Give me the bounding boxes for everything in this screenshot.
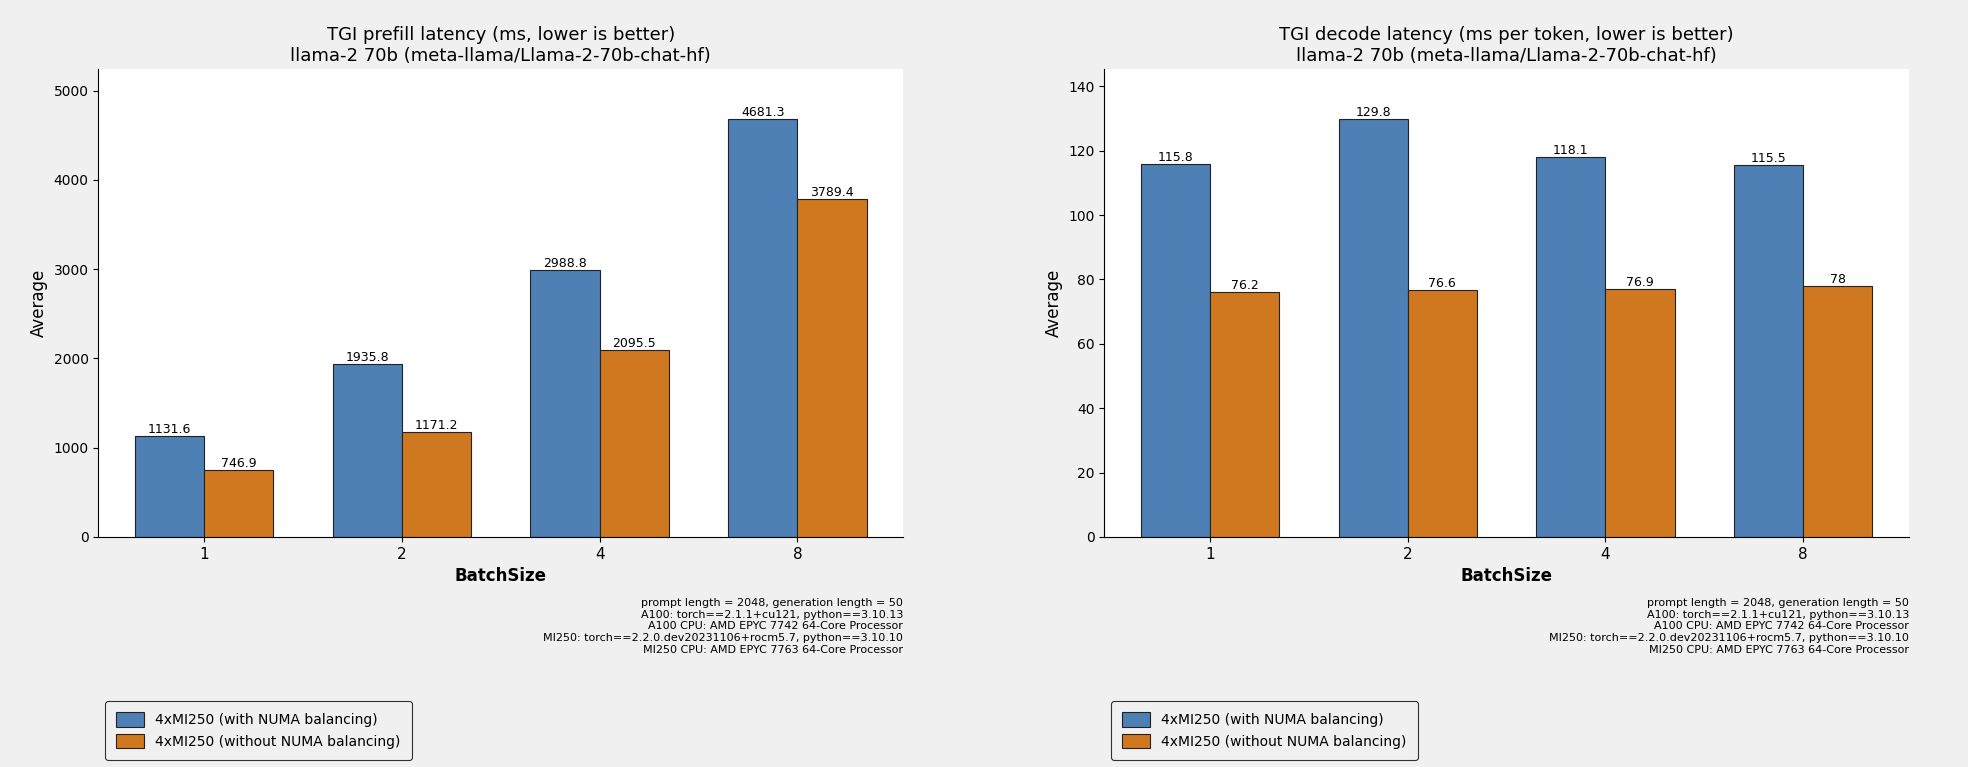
Bar	[600, 350, 669, 537]
Bar	[1407, 291, 1476, 537]
Bar	[333, 364, 401, 537]
Text: 78: 78	[1830, 273, 1846, 286]
Bar	[728, 119, 797, 537]
Bar	[1338, 119, 1407, 537]
Text: prompt length = 2048, generation length = 50
A100: torch==2.1.1+cu121, python==3: prompt length = 2048, generation length …	[1549, 598, 1909, 655]
Legend: 4xMI250 (with NUMA balancing), 4xMI250 (without NUMA balancing): 4xMI250 (with NUMA balancing), 4xMI250 (…	[1112, 701, 1417, 760]
Text: 1935.8: 1935.8	[346, 351, 390, 364]
Text: 2095.5: 2095.5	[612, 337, 655, 350]
Y-axis label: Average: Average	[1045, 269, 1063, 337]
Text: 118.1: 118.1	[1553, 144, 1588, 156]
Bar	[1210, 291, 1279, 537]
Text: 76.2: 76.2	[1230, 278, 1258, 291]
Bar	[1537, 156, 1606, 537]
Text: prompt length = 2048, generation length = 50
A100: torch==2.1.1+cu121, python==3: prompt length = 2048, generation length …	[543, 598, 903, 655]
X-axis label: BatchSize: BatchSize	[1460, 567, 1553, 585]
Text: 115.8: 115.8	[1157, 151, 1193, 164]
Bar	[1606, 289, 1675, 537]
Bar	[136, 436, 205, 537]
Legend: 4xMI250 (with NUMA balancing), 4xMI250 (without NUMA balancing): 4xMI250 (with NUMA balancing), 4xMI250 (…	[106, 701, 411, 760]
Title: TGI prefill latency (ms, lower is better)
llama-2 70b (meta-llama/Llama-2-70b-ch: TGI prefill latency (ms, lower is better…	[291, 26, 710, 64]
X-axis label: BatchSize: BatchSize	[455, 567, 547, 585]
Bar	[797, 199, 866, 537]
Text: 129.8: 129.8	[1356, 106, 1391, 119]
Text: 746.9: 746.9	[220, 457, 256, 470]
Bar	[1734, 165, 1803, 537]
Text: 2988.8: 2988.8	[543, 257, 586, 270]
Title: TGI decode latency (ms per token, lower is better)
llama-2 70b (meta-llama/Llama: TGI decode latency (ms per token, lower …	[1279, 26, 1734, 64]
Text: 1171.2: 1171.2	[415, 420, 459, 433]
Text: 3789.4: 3789.4	[811, 186, 854, 199]
Text: 76.6: 76.6	[1429, 278, 1456, 291]
Text: 4681.3: 4681.3	[742, 106, 785, 119]
Text: 115.5: 115.5	[1752, 152, 1787, 165]
Bar	[531, 270, 600, 537]
Bar	[1141, 164, 1210, 537]
Y-axis label: Average: Average	[30, 269, 47, 337]
Bar	[401, 433, 470, 537]
Bar	[205, 470, 274, 537]
Text: 1131.6: 1131.6	[148, 423, 191, 436]
Bar	[1803, 286, 1872, 537]
Text: 76.9: 76.9	[1626, 276, 1653, 289]
